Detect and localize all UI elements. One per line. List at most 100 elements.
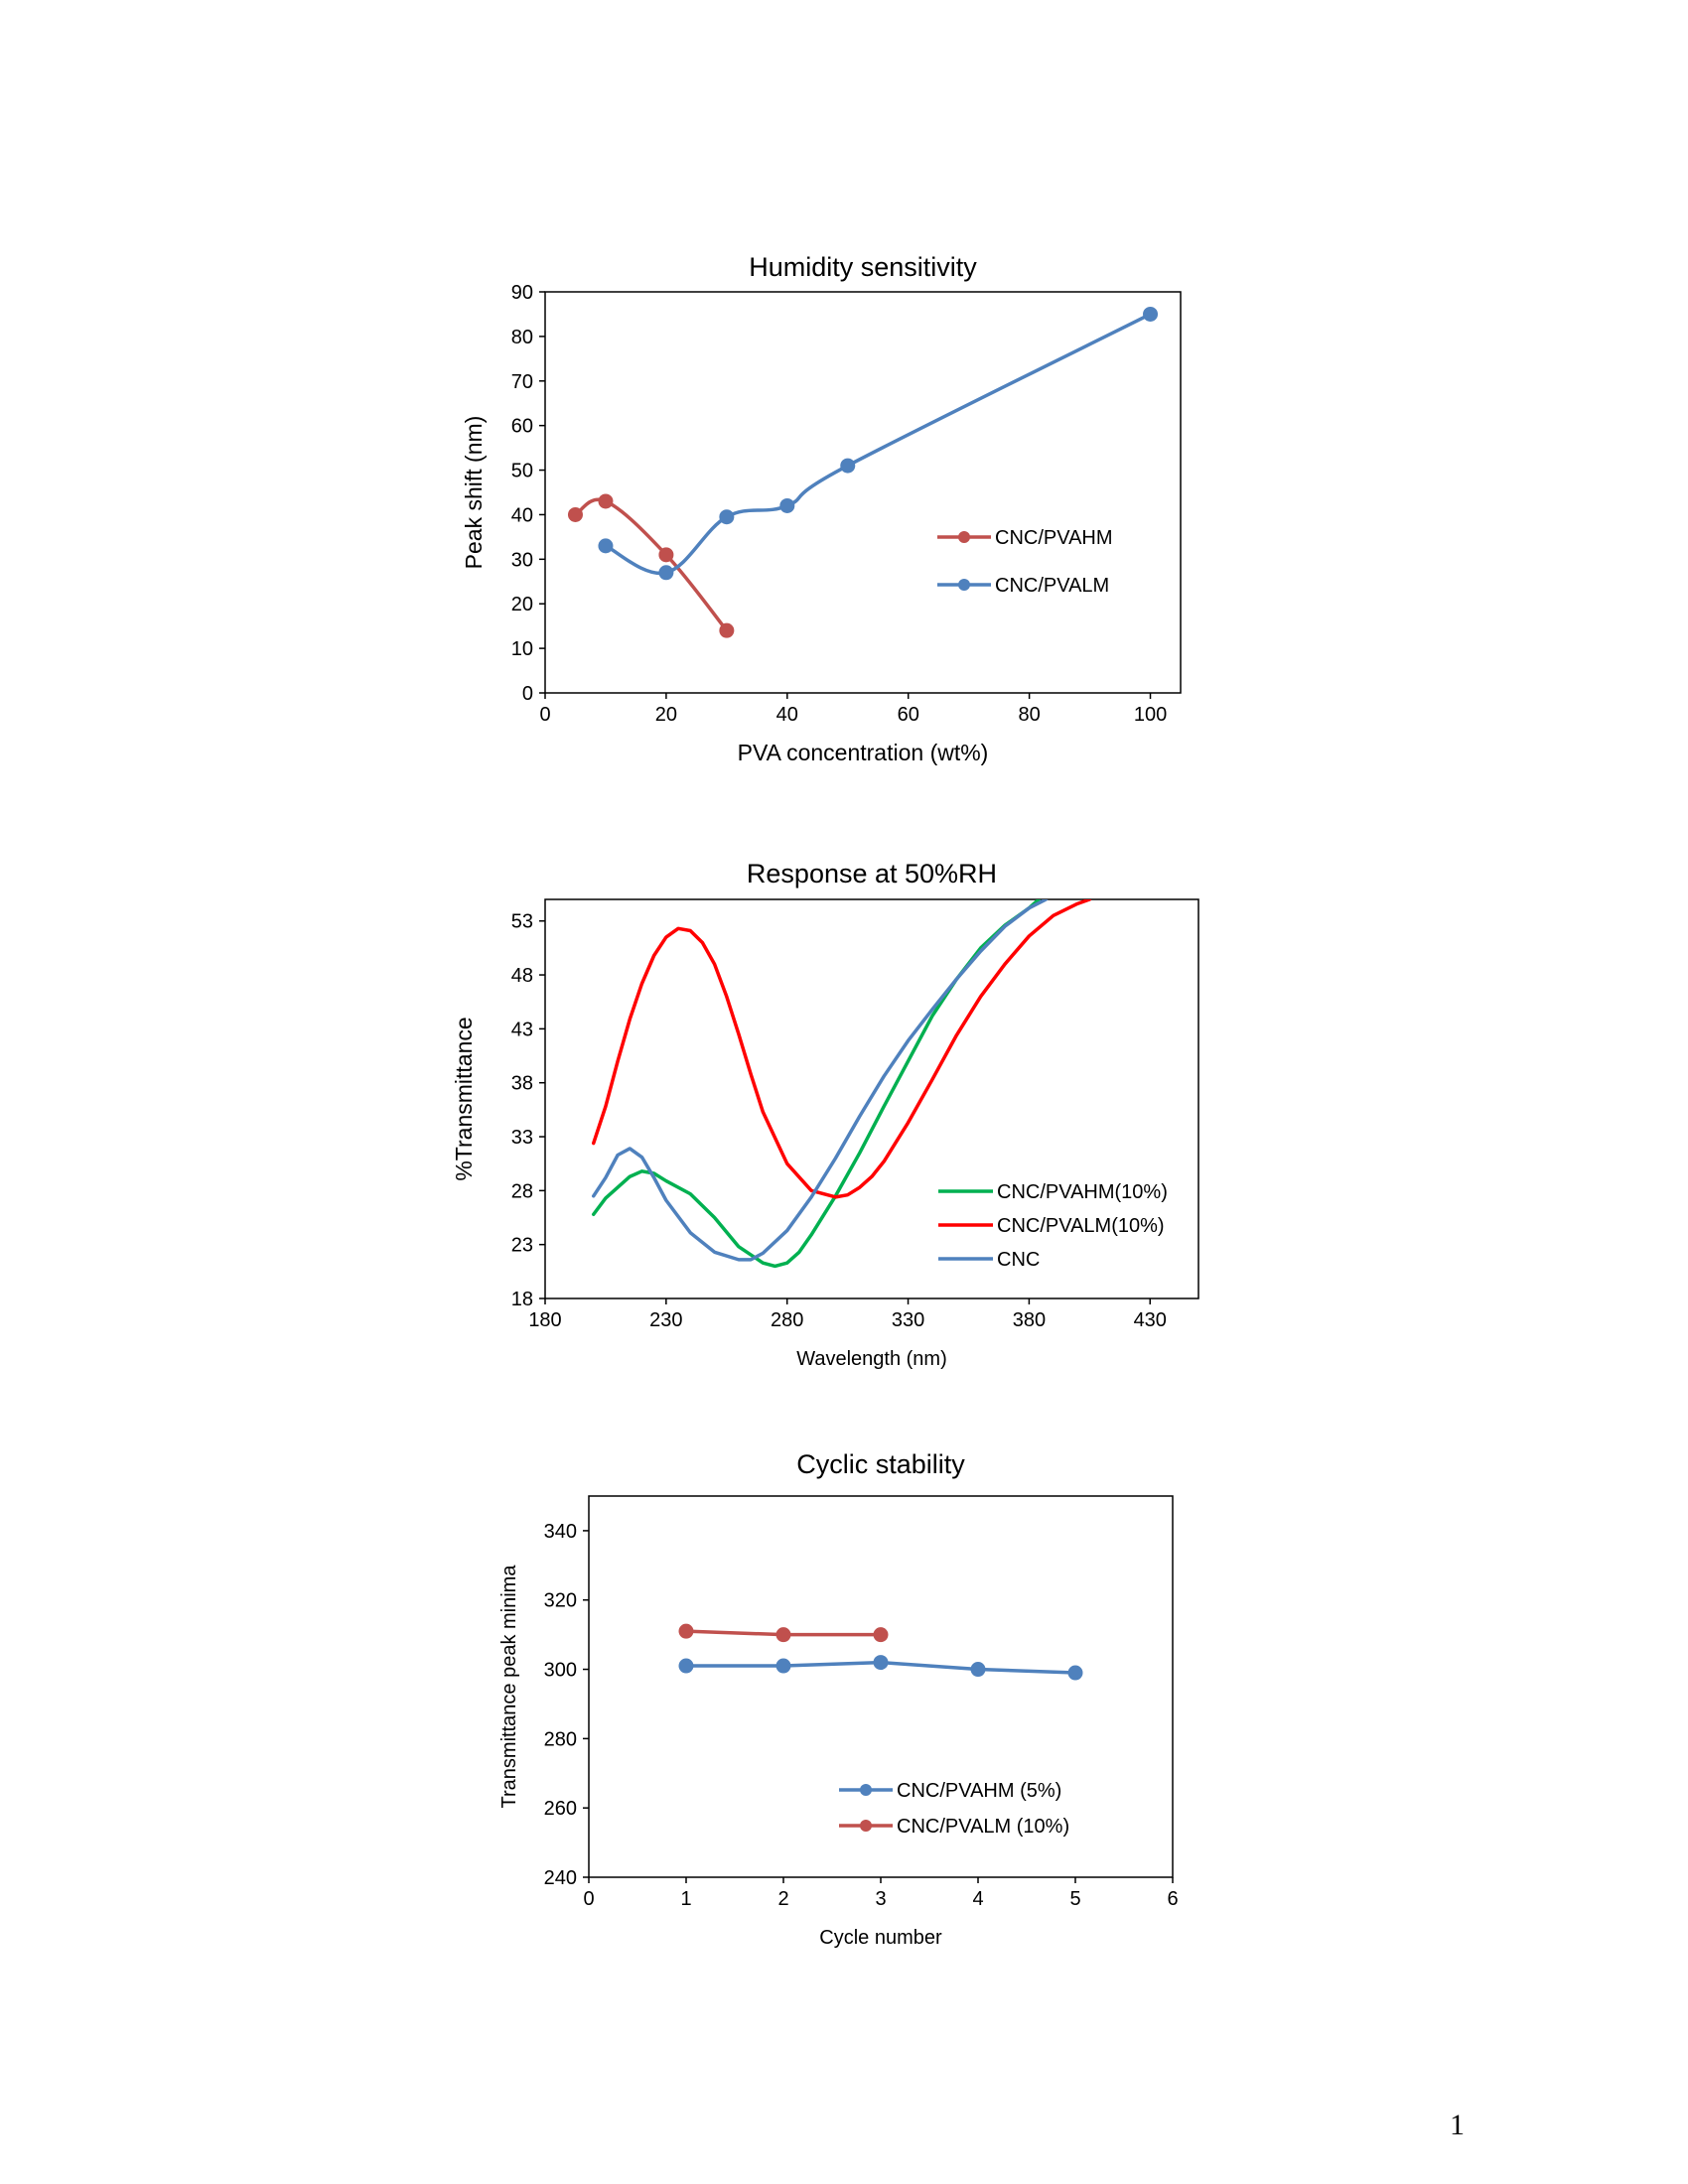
x-tick-label: 380 <box>1013 1309 1046 1331</box>
plot-frame <box>544 898 1199 1299</box>
series-line <box>591 899 1049 1262</box>
x-tick-label: 0 <box>583 1888 594 1910</box>
series-1 <box>573 497 729 632</box>
y-tick-label: 33 <box>511 1127 533 1149</box>
data-point <box>873 1655 889 1671</box>
legend: CNC/PVAHM CNC/PVALM <box>937 527 1113 597</box>
page-number: 1 <box>1450 2109 1465 2141</box>
series-3 <box>591 899 1049 1262</box>
chart-cyclic-stability: Cyclic stability 0 1 2 3 4 5 6 240 260 280 300 320 34… <box>498 1449 1179 1949</box>
y-tick-label: 40 <box>511 504 533 526</box>
data-point <box>598 538 614 554</box>
x-tick-label: 80 <box>1018 704 1040 726</box>
y-tick-label: 60 <box>511 416 533 438</box>
x-tick-label: 330 <box>892 1309 924 1331</box>
data-point <box>678 1658 694 1674</box>
y-tick-label: 48 <box>511 965 533 987</box>
y-tick-label: 23 <box>511 1235 533 1257</box>
legend-label: CNC <box>997 1249 1040 1271</box>
x-tick-label: 0 <box>539 704 550 726</box>
y-tick-label: 90 <box>511 282 533 304</box>
y-tick-label: 50 <box>511 461 533 482</box>
x-axis-label: Cycle number <box>819 1927 942 1949</box>
y-axis-label: Transmittance peak minima <box>498 1565 520 1809</box>
legend-label: CNC/PVAHM(10%) <box>997 1181 1168 1203</box>
y-axis-label: %Transmittance <box>451 1017 477 1180</box>
y-tick-label: 240 <box>544 1867 577 1889</box>
data-point <box>719 509 735 525</box>
data-point <box>873 1627 889 1643</box>
x-tick-label: 6 <box>1167 1888 1178 1910</box>
legend: CNC/PVAHM(10%) CNC/PVALM(10%) CNC <box>938 1181 1168 1271</box>
y-tick-label: 18 <box>511 1289 533 1310</box>
y-tick-label: 70 <box>511 371 533 393</box>
legend-label: CNC/PVAHM (5%) <box>897 1780 1061 1802</box>
legend-label: CNC/PVALM(10%) <box>997 1215 1165 1237</box>
chart-title: Cyclic stability <box>796 1449 965 1479</box>
plot-frame <box>588 1495 1174 1878</box>
y-tick-label: 38 <box>511 1073 533 1095</box>
series-line <box>591 899 1092 1199</box>
data-point <box>1067 1665 1083 1681</box>
y-tick-label: 340 <box>544 1521 577 1543</box>
y-tick-label: 80 <box>511 327 533 348</box>
x-tick-label: 4 <box>972 1888 983 1910</box>
data-point <box>779 497 795 513</box>
x-tick-label: 20 <box>655 704 677 726</box>
data-point <box>775 1658 791 1674</box>
chart-title: Response at 50%RH <box>747 859 997 888</box>
x-tick-label: 430 <box>1134 1309 1167 1331</box>
y-tick-label: 10 <box>511 638 533 660</box>
y-tick-label: 0 <box>522 683 533 705</box>
series-line <box>573 497 729 632</box>
x-axis-label: Wavelength (nm) <box>796 1348 947 1370</box>
series-1 <box>591 899 1041 1269</box>
data-point <box>658 547 674 563</box>
data-point <box>567 506 583 522</box>
series-line <box>591 899 1041 1269</box>
x-axis-label: PVA concentration (wt%) <box>738 740 989 765</box>
x-tick-label: 60 <box>898 704 919 726</box>
data-point <box>658 565 674 581</box>
x-tick-label: 1 <box>680 1888 691 1910</box>
data-point <box>719 622 735 638</box>
legend-swatch-marker <box>958 579 970 591</box>
chart-response-50rh: Response at 50%RH 180 230 280 330 380 430 18 23 2… <box>451 859 1199 1370</box>
y-tick-label: 300 <box>544 1660 577 1682</box>
x-tick-label: 100 <box>1134 704 1167 726</box>
y-tick-label: 260 <box>544 1798 577 1820</box>
y-tick-label: 20 <box>511 594 533 615</box>
data-point <box>970 1662 986 1678</box>
y-tick-label: 30 <box>511 549 533 571</box>
chart-humidity-sensitivity: Humidity sensitivity 0 20 40 60 80 100 0 10 20 30 4… <box>461 252 1182 765</box>
y-tick-label: 320 <box>544 1590 577 1612</box>
x-tick-label: 5 <box>1069 1888 1080 1910</box>
x-tick-label: 280 <box>771 1309 803 1331</box>
legend-swatch-marker <box>860 1784 872 1796</box>
legend-swatch-marker <box>958 531 970 543</box>
y-tick-label: 43 <box>511 1019 533 1040</box>
plot-frame <box>544 291 1182 694</box>
legend-swatch-marker <box>860 1820 872 1832</box>
chart-title: Humidity sensitivity <box>749 252 977 282</box>
legend-label: CNC/PVAHM <box>995 527 1113 549</box>
data-point <box>678 1623 694 1639</box>
y-tick-label: 53 <box>511 911 533 933</box>
x-tick-label: 2 <box>777 1888 788 1910</box>
data-point <box>840 458 856 474</box>
y-axis-label: Peak shift (nm) <box>461 416 487 570</box>
data-point <box>775 1627 791 1643</box>
series-2 <box>591 899 1092 1199</box>
data-point <box>1143 306 1159 322</box>
data-point <box>598 493 614 509</box>
y-tick-label: 28 <box>511 1180 533 1202</box>
x-tick-label: 40 <box>776 704 798 726</box>
x-tick-label: 3 <box>875 1888 886 1910</box>
legend-label: CNC/PVALM <box>995 575 1109 597</box>
x-tick-label: 180 <box>528 1309 561 1331</box>
legend-label: CNC/PVALM (10%) <box>897 1816 1069 1838</box>
legend: CNC/PVAHM (5%) CNC/PVALM (10%) <box>839 1780 1069 1838</box>
x-tick-label: 230 <box>649 1309 682 1331</box>
